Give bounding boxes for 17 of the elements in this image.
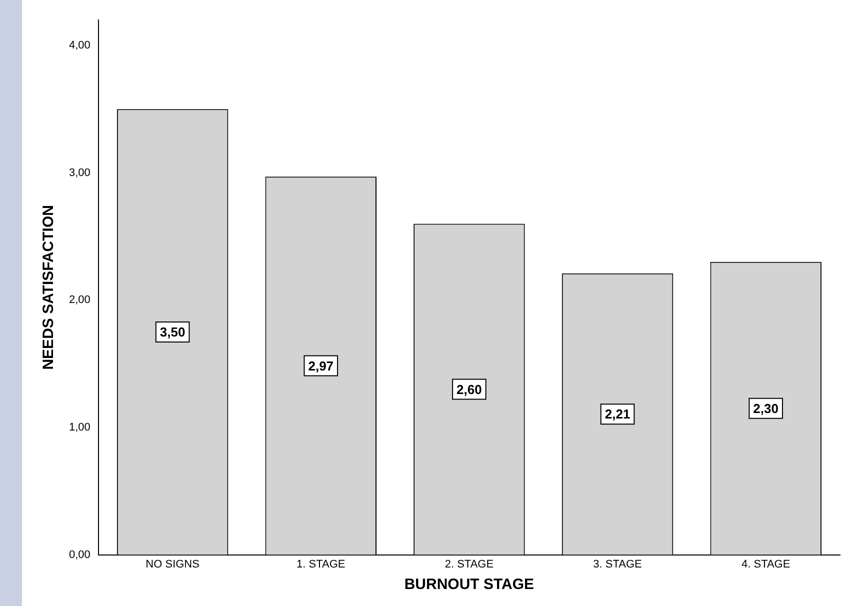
y-tick-label: 4,00: [68, 40, 90, 52]
x-tick-label: 1. STAGE: [296, 558, 346, 570]
x-tick-label: 3. STAGE: [593, 558, 642, 570]
y-axis-title: NEEDS SATISFACTION: [40, 205, 58, 370]
x-axis-title: BURNOUT STAGE: [404, 576, 534, 594]
data-label: 2,60: [456, 382, 482, 397]
x-tick-label: 2. STAGE: [444, 558, 494, 570]
y-tick-label: 0,00: [68, 548, 90, 561]
x-tick-label: NO SIGNS: [146, 558, 200, 570]
data-label: 3,50: [160, 324, 186, 340]
y-tick-label: 1,00: [68, 422, 90, 434]
y-tick-label: 3,00: [68, 166, 90, 179]
data-label: 2,30: [753, 400, 778, 416]
data-label: 2,97: [308, 358, 334, 374]
x-tick-label: 4. STAGE: [741, 558, 790, 570]
data-label: 2,21: [604, 406, 630, 422]
y-tick-label: 2,00: [68, 294, 90, 306]
